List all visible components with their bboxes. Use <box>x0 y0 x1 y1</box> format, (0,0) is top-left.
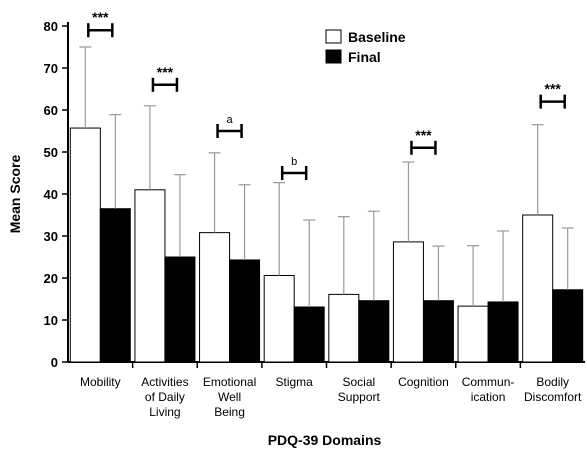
x-tick-label: Emotional Well Being <box>203 375 256 419</box>
x-tick-label: Mobility <box>80 375 121 389</box>
final-bar <box>359 301 389 362</box>
legend-swatch-baseline <box>326 30 341 43</box>
final-bar <box>553 290 583 362</box>
final-bar <box>294 307 324 362</box>
y-tick-label: 60 <box>44 103 58 118</box>
legend-label-baseline: Baseline <box>348 29 406 45</box>
x-tick-label-line: Living <box>149 405 180 419</box>
x-axis: Mobility Activities of Daily Living Emotiona… <box>68 362 585 419</box>
x-tick-label-line: Cognition <box>398 375 449 389</box>
y-axis-title: Mean Score <box>7 154 23 233</box>
final-bar <box>100 209 130 362</box>
legend-label-final: Final <box>348 49 381 65</box>
final-bar <box>230 260 260 362</box>
baseline-bar <box>70 128 100 362</box>
baseline-bar <box>523 215 553 362</box>
bars <box>70 47 582 362</box>
significance-label: *** <box>157 64 174 80</box>
y-tick-label: 20 <box>44 271 58 286</box>
legend: Baseline Final <box>326 29 406 65</box>
x-tick-label-line: Support <box>338 390 381 404</box>
x-tick-label-line: Commun- <box>462 375 515 389</box>
x-tick-label-line: Emotional <box>203 375 256 389</box>
y-tick-label: 10 <box>44 313 58 328</box>
x-tick-label: Stigma <box>276 375 314 389</box>
x-tick-label: Social Support <box>338 375 381 404</box>
x-tick-label-line: Discomfort <box>524 390 582 404</box>
y-tick-label: 30 <box>44 229 58 244</box>
x-tick-label: Cognition <box>398 375 449 389</box>
y-axis: 0 10 20 30 40 50 60 70 80 <box>44 19 68 370</box>
baseline-bar <box>329 294 359 362</box>
x-tick-label: Commun-ication <box>462 375 515 404</box>
y-tick-label: 40 <box>44 187 58 202</box>
x-tick-label-line: Being <box>214 405 245 419</box>
x-tick-label-line: Well <box>218 390 241 404</box>
significance-label: *** <box>92 9 109 25</box>
baseline-bar <box>135 190 165 362</box>
x-tick-label-line: Activities <box>141 375 188 389</box>
x-tick-label-line: Mobility <box>80 375 121 389</box>
baseline-bar <box>393 242 423 362</box>
x-tick-label-line: of Daily <box>145 390 185 404</box>
final-bar <box>423 301 453 362</box>
significance-label: a <box>227 114 234 126</box>
final-bar <box>165 257 195 362</box>
x-tick-label-line: Stigma <box>276 375 314 389</box>
x-tick-label: Bodily Discomfort <box>524 375 582 404</box>
significance-label: b <box>291 156 297 168</box>
x-tick-label-line: ication <box>471 390 506 404</box>
significance-label: *** <box>545 81 562 97</box>
y-tick-label: 80 <box>44 19 58 34</box>
y-tick-label: 50 <box>44 145 58 160</box>
x-axis-title: PDQ-39 Domains <box>268 432 382 448</box>
y-tick-label: 0 <box>51 355 58 370</box>
x-tick-label-line: Bodily <box>536 375 569 389</box>
x-tick-label-line: Social <box>342 375 375 389</box>
significance-label: *** <box>415 127 432 143</box>
final-bar <box>488 302 518 362</box>
y-tick-label: 70 <box>44 61 58 76</box>
baseline-bar <box>458 306 488 362</box>
baseline-bar <box>200 233 230 362</box>
legend-swatch-final <box>326 50 341 63</box>
baseline-bar <box>264 275 294 362</box>
x-tick-label: Activities of Daily Living <box>141 375 188 419</box>
